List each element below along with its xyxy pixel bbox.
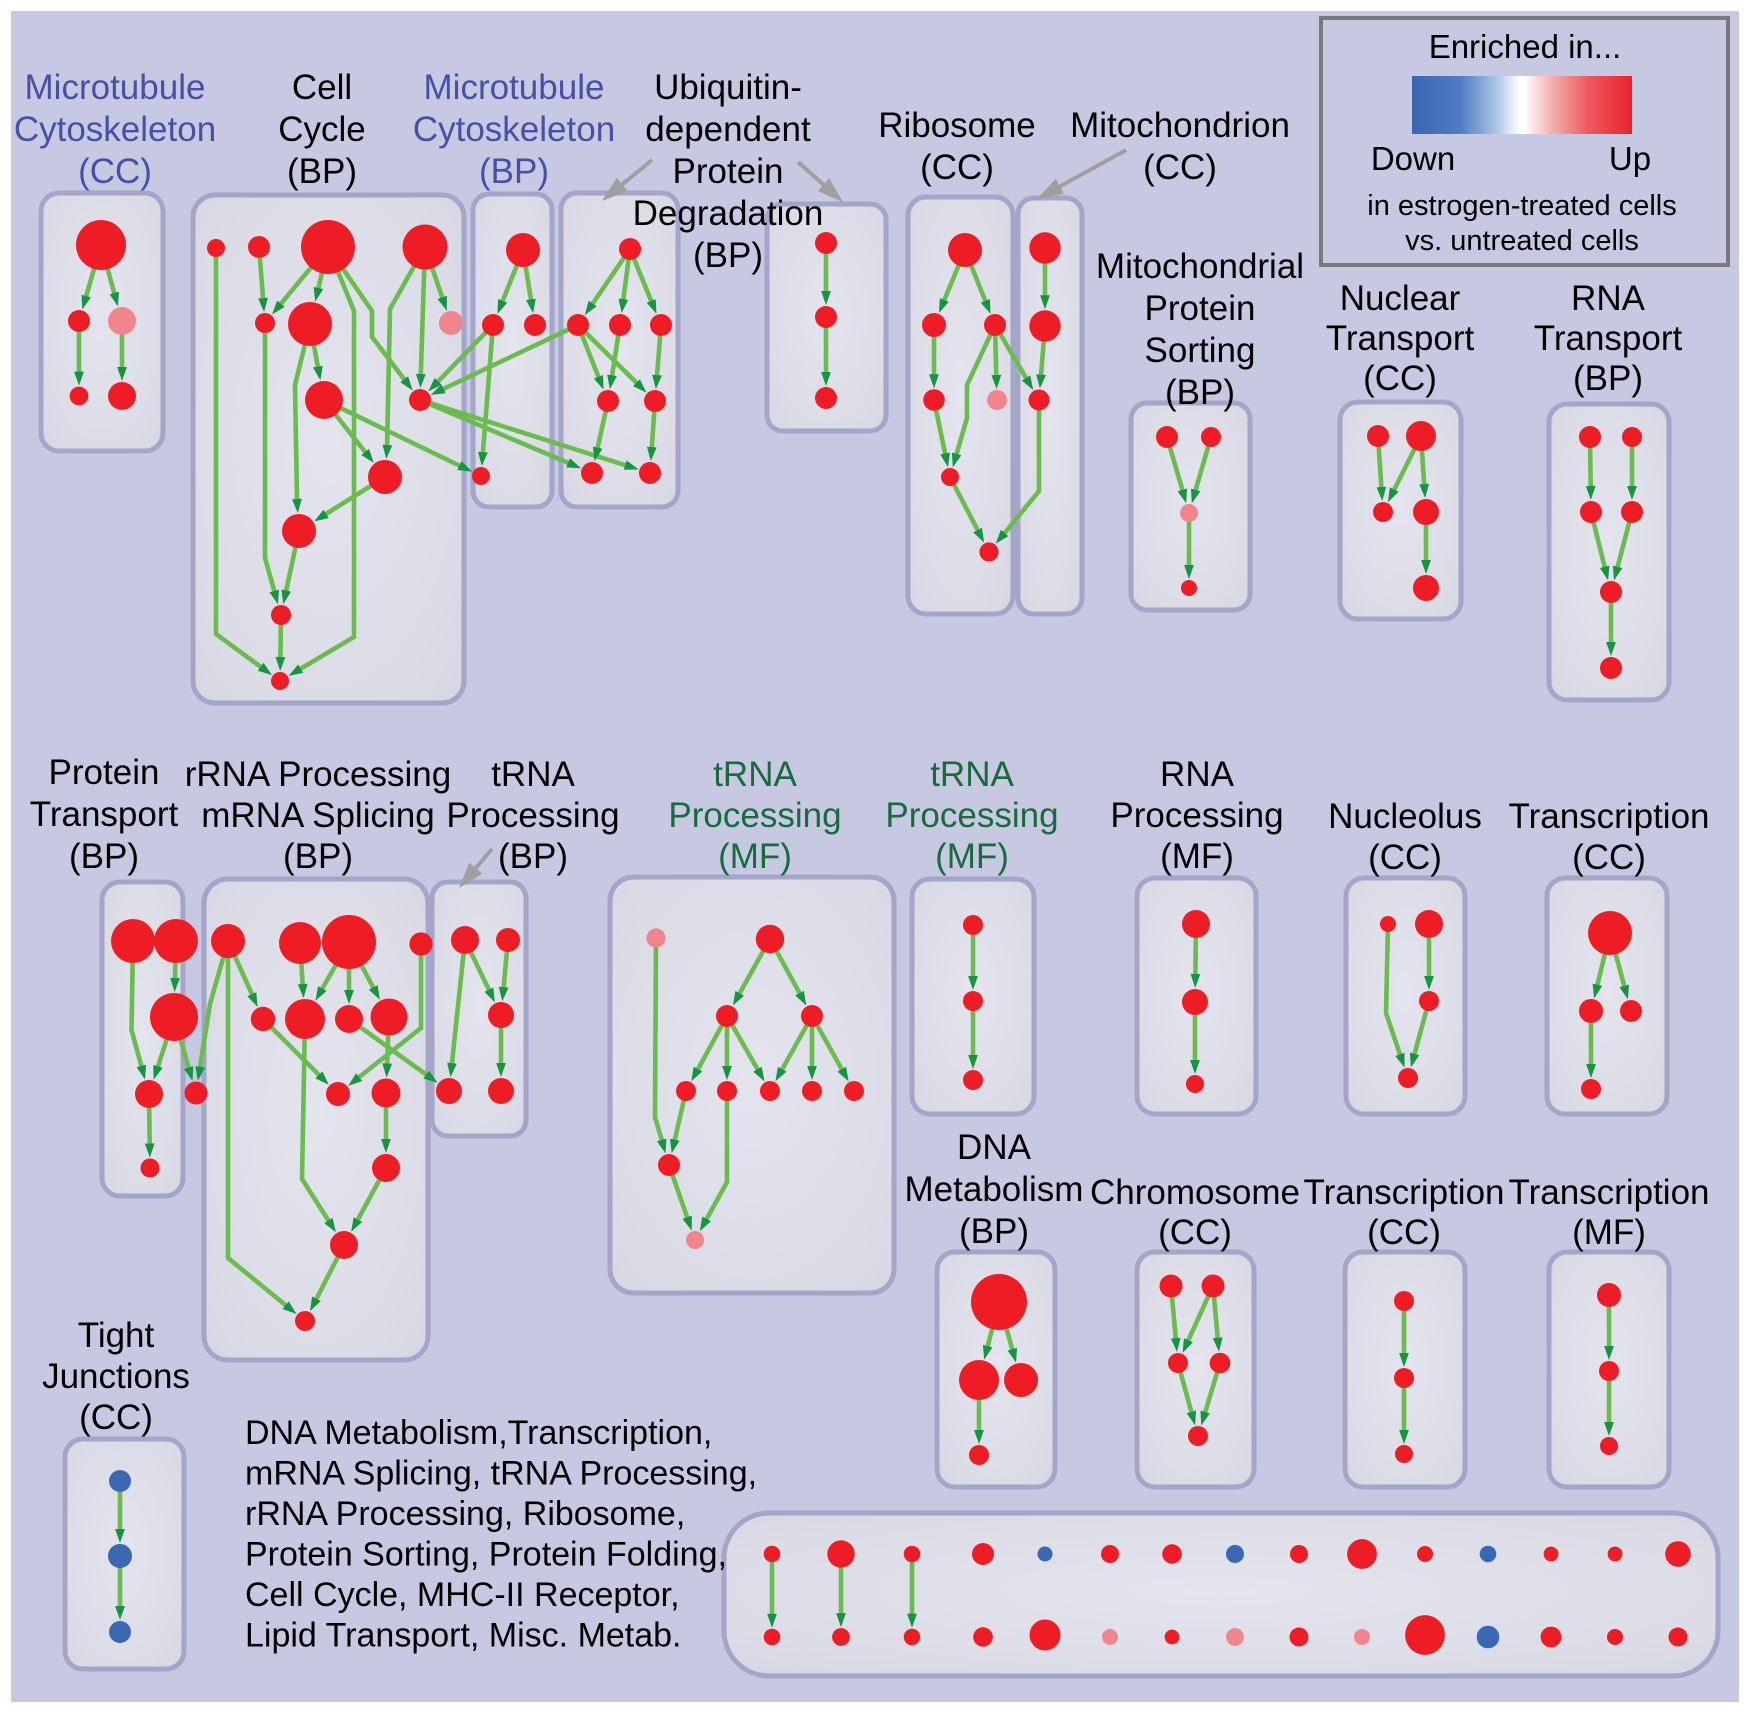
- svg-text:(CC): (CC): [78, 152, 152, 191]
- svg-text:RNA: RNA: [1160, 755, 1235, 794]
- svg-text:Cytoskeleton: Cytoskeleton: [14, 110, 216, 149]
- svg-text:RNA: RNA: [1571, 279, 1646, 318]
- svg-text:Cell: Cell: [292, 68, 352, 107]
- svg-text:(MF): (MF): [1572, 1213, 1646, 1252]
- svg-text:(CC): (CC): [920, 148, 994, 187]
- svg-text:Metabolism: Metabolism: [905, 1170, 1084, 1209]
- svg-text:rRNA Processing, Ribosome,: rRNA Processing, Ribosome,: [245, 1495, 685, 1533]
- svg-text:Processing: Processing: [668, 796, 841, 835]
- svg-text:Protein: Protein: [49, 753, 160, 792]
- svg-text:(CC): (CC): [1368, 838, 1442, 877]
- svg-text:Transport: Transport: [30, 795, 179, 834]
- svg-text:(BP): (BP): [498, 837, 568, 876]
- svg-text:Ribosome: Ribosome: [878, 106, 1036, 145]
- svg-text:Cell Cycle, MHC-II Receptor,: Cell Cycle, MHC-II Receptor,: [245, 1576, 680, 1614]
- svg-text:(MF): (MF): [718, 837, 792, 876]
- svg-text:Processing: Processing: [1110, 796, 1283, 835]
- svg-text:(CC): (CC): [1367, 1213, 1441, 1252]
- svg-text:Mitochondrion: Mitochondrion: [1070, 106, 1290, 145]
- svg-text:dependent: dependent: [645, 110, 811, 149]
- svg-text:mRNA Splicing, tRNA Processing: mRNA Splicing, tRNA Processing,: [245, 1455, 757, 1493]
- svg-text:Transport: Transport: [1326, 319, 1475, 358]
- svg-text:Junctions: Junctions: [42, 1357, 190, 1396]
- svg-text:Down: Down: [1371, 140, 1455, 177]
- svg-text:rRNA Processing: rRNA Processing: [185, 755, 451, 794]
- svg-text:vs. untreated cells: vs. untreated cells: [1405, 225, 1639, 257]
- svg-text:tRNA: tRNA: [491, 755, 575, 794]
- svg-text:Protein: Protein: [1145, 289, 1256, 328]
- svg-text:(BP): (BP): [1573, 359, 1643, 398]
- svg-text:Up: Up: [1609, 140, 1651, 177]
- svg-text:Cycle: Cycle: [278, 110, 366, 149]
- svg-text:(MF): (MF): [1160, 837, 1234, 876]
- svg-text:tRNA: tRNA: [930, 755, 1014, 794]
- svg-text:Transcription: Transcription: [1304, 1173, 1505, 1212]
- svg-text:(BP): (BP): [283, 837, 353, 876]
- svg-text:(BP): (BP): [693, 236, 763, 275]
- svg-text:DNA: DNA: [957, 1128, 1032, 1167]
- svg-text:Mitochondrial: Mitochondrial: [1096, 247, 1304, 286]
- svg-text:Transcription: Transcription: [1509, 797, 1710, 836]
- svg-text:Transport: Transport: [1534, 319, 1683, 358]
- svg-text:(CC): (CC): [79, 1398, 153, 1437]
- svg-text:Protein Sorting, Protein Foldi: Protein Sorting, Protein Folding,: [245, 1536, 727, 1574]
- svg-text:Lipid Transport, Misc. Metab.: Lipid Transport, Misc. Metab.: [245, 1617, 682, 1655]
- svg-text:(CC): (CC): [1572, 838, 1646, 877]
- svg-text:Protein: Protein: [673, 152, 784, 191]
- svg-text:Cytoskeleton: Cytoskeleton: [413, 110, 615, 149]
- svg-text:(BP): (BP): [1165, 373, 1235, 412]
- svg-text:tRNA: tRNA: [713, 755, 797, 794]
- svg-text:Microtubule: Microtubule: [25, 68, 206, 107]
- svg-text:Sorting: Sorting: [1145, 331, 1256, 370]
- svg-text:in estrogen-treated cells: in estrogen-treated cells: [1367, 190, 1677, 222]
- svg-text:Chromosome: Chromosome: [1090, 1173, 1300, 1212]
- svg-text:Tight: Tight: [78, 1316, 155, 1355]
- svg-text:Nuclear: Nuclear: [1340, 279, 1461, 318]
- svg-text:(BP): (BP): [959, 1212, 1029, 1251]
- svg-text:DNA Metabolism,Transcription,: DNA Metabolism,Transcription,: [245, 1414, 712, 1452]
- svg-text:(BP): (BP): [287, 152, 357, 191]
- svg-text:(MF): (MF): [935, 837, 1009, 876]
- svg-text:Ubiquitin-: Ubiquitin-: [654, 68, 802, 107]
- svg-text:Enriched in...: Enriched in...: [1429, 28, 1622, 65]
- svg-text:mRNA Splicing: mRNA Splicing: [201, 796, 434, 835]
- svg-text:(CC): (CC): [1363, 359, 1437, 398]
- svg-text:(CC): (CC): [1143, 148, 1217, 187]
- svg-text:Degradation: Degradation: [633, 194, 824, 233]
- svg-text:(BP): (BP): [69, 837, 139, 876]
- svg-text:(BP): (BP): [479, 152, 549, 191]
- svg-text:(CC): (CC): [1158, 1213, 1232, 1252]
- svg-text:Transcription: Transcription: [1509, 1173, 1710, 1212]
- svg-text:Nucleolus: Nucleolus: [1328, 797, 1482, 836]
- svg-text:Processing: Processing: [446, 796, 619, 835]
- svg-text:Processing: Processing: [885, 796, 1058, 835]
- svg-text:Microtubule: Microtubule: [424, 68, 605, 107]
